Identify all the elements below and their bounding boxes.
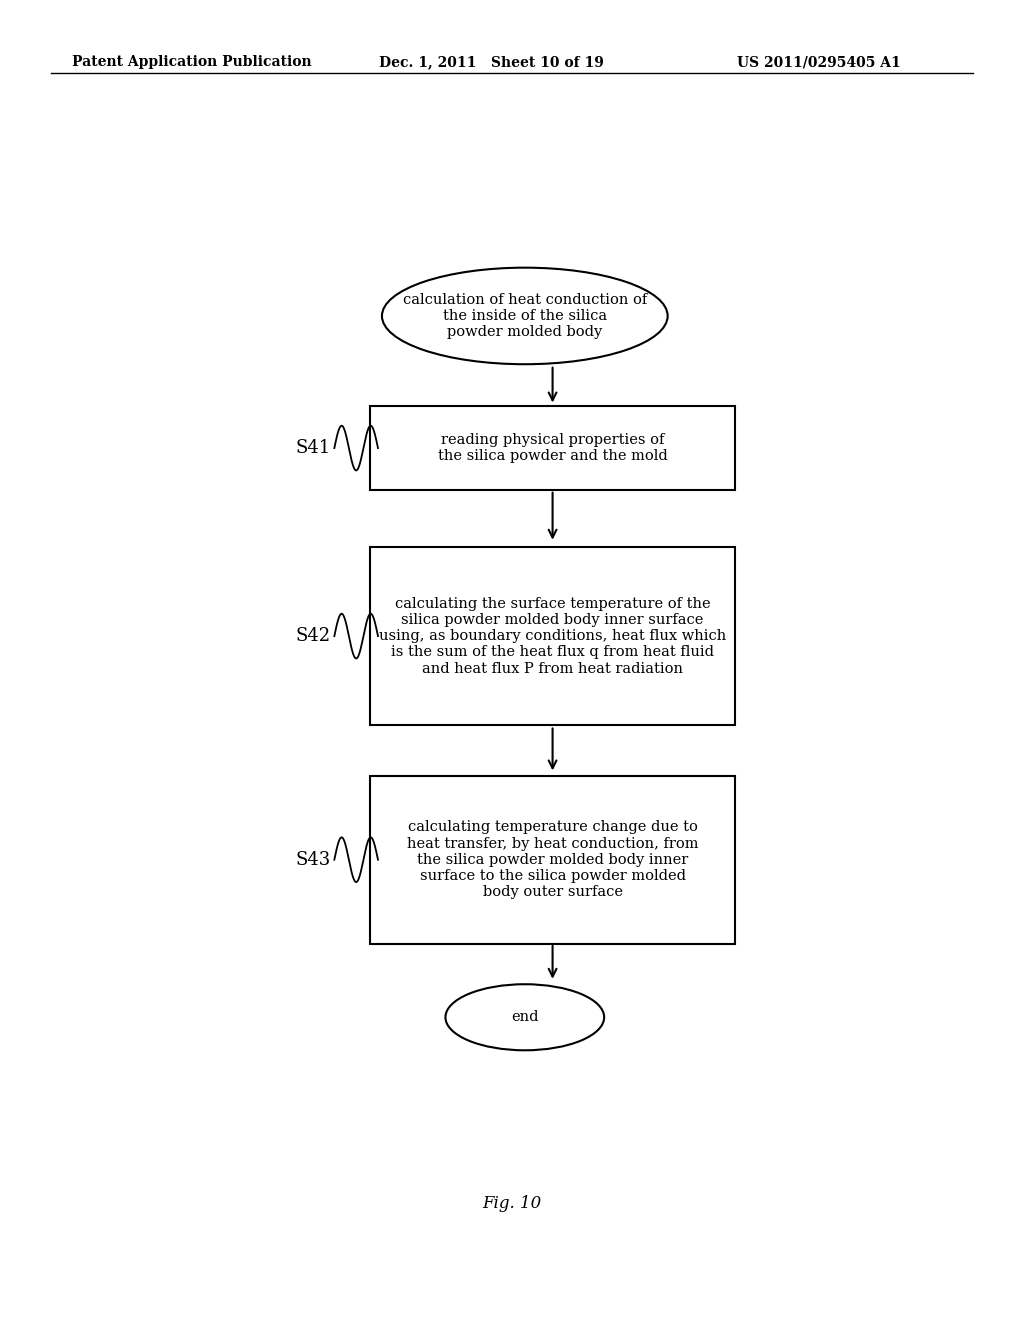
- Text: reading physical properties of
the silica powder and the mold: reading physical properties of the silic…: [437, 433, 668, 463]
- Text: Patent Application Publication: Patent Application Publication: [72, 55, 311, 70]
- Ellipse shape: [445, 985, 604, 1051]
- Text: end: end: [511, 1010, 539, 1024]
- Text: calculating the surface temperature of the
silica powder molded body inner surfa: calculating the surface temperature of t…: [379, 597, 726, 676]
- Text: calculation of heat conduction of
the inside of the silica
powder molded body: calculation of heat conduction of the in…: [402, 293, 647, 339]
- FancyBboxPatch shape: [370, 407, 735, 490]
- Text: US 2011/0295405 A1: US 2011/0295405 A1: [737, 55, 901, 70]
- Text: S43: S43: [295, 850, 331, 869]
- Text: Fig. 10: Fig. 10: [482, 1195, 542, 1212]
- Text: S42: S42: [295, 627, 331, 645]
- Ellipse shape: [382, 268, 668, 364]
- Text: Dec. 1, 2011   Sheet 10 of 19: Dec. 1, 2011 Sheet 10 of 19: [379, 55, 604, 70]
- FancyBboxPatch shape: [370, 548, 735, 725]
- Text: S41: S41: [295, 440, 331, 457]
- Text: calculating temperature change due to
heat transfer, by heat conduction, from
th: calculating temperature change due to he…: [407, 820, 698, 899]
- FancyBboxPatch shape: [370, 776, 735, 944]
